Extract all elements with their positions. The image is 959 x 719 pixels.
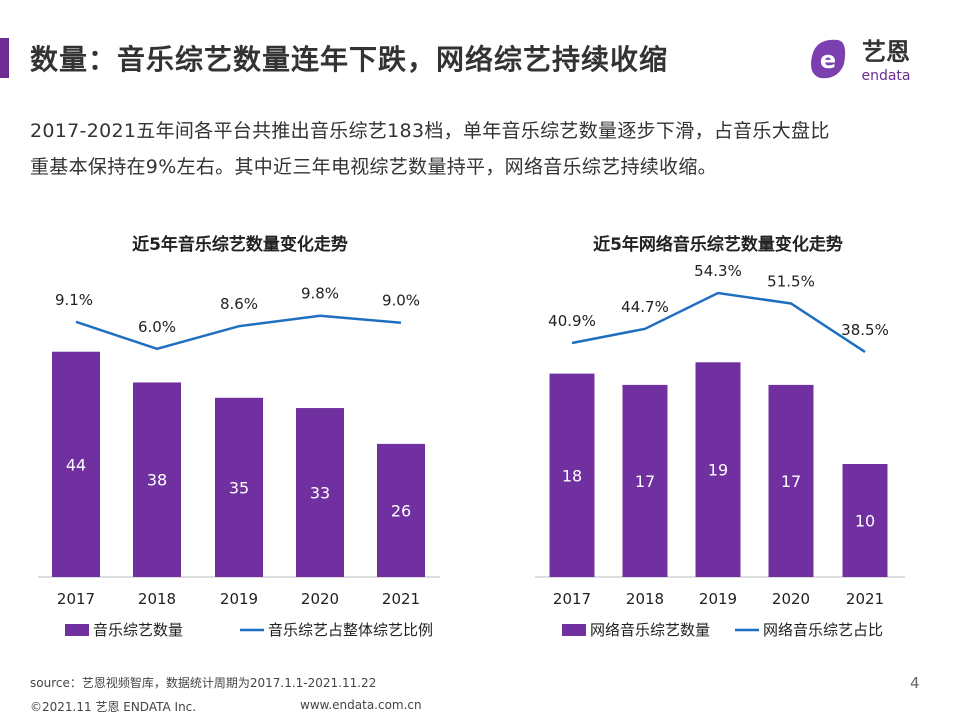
- line-series: [571, 291, 866, 353]
- x-tick-label: 2020: [772, 590, 810, 608]
- x-tick-label: 2021: [846, 590, 884, 608]
- x-tick-label: 2017: [553, 590, 591, 608]
- chart1-title: 近5年音乐综艺数量变化走势: [132, 235, 348, 255]
- bar-label: 18: [562, 466, 582, 485]
- bar-label: 35: [229, 478, 249, 497]
- summary-line-1: 2017-2021五年间各平台共推出音乐综艺183档，单年音乐综艺数量逐步下滑，…: [30, 120, 830, 142]
- line-point-label: 44.7%: [621, 298, 669, 316]
- legend-line-label: 音乐综艺占整体综艺比例: [268, 621, 433, 639]
- bar-label: 26: [391, 501, 411, 520]
- bar-label: 17: [635, 472, 655, 491]
- endata-logo: e 艺恩 endata: [811, 38, 911, 84]
- summary-line-2: 重基本保持在9%左右。其中近三年电视综艺数量持平，网络音乐综艺持续收缩。: [30, 156, 717, 178]
- legend-bar-label: 音乐综艺数量: [93, 621, 183, 639]
- line-point-label: 9.8%: [301, 285, 339, 303]
- page-title: 数量：音乐综艺数量连年下跌，网络综艺持续收缩: [30, 43, 669, 76]
- copyright: ©2021.11 艺恩 ENDATA Inc.: [30, 700, 197, 714]
- bar-label: 33: [310, 484, 330, 503]
- svg-text:endata: endata: [861, 68, 910, 84]
- bar: [768, 384, 814, 577]
- x-tick-label: 2020: [301, 590, 339, 608]
- x-tick-label: 2018: [626, 590, 664, 608]
- x-tick-label: 2019: [699, 590, 737, 608]
- page-number: 4: [910, 674, 920, 692]
- legend-bar-swatch: [65, 624, 89, 636]
- x-tick-label: 2017: [57, 590, 95, 608]
- bar-label: 44: [66, 455, 86, 474]
- line-point-label: 38.5%: [841, 321, 889, 339]
- bar: [52, 351, 100, 577]
- title-accent-bar: [0, 38, 9, 78]
- bar: [695, 362, 741, 577]
- bar-label: 19: [708, 461, 728, 480]
- line-point-label: 54.3%: [694, 262, 742, 280]
- bar: [842, 464, 888, 577]
- line-point-label: 9.0%: [382, 292, 420, 310]
- bar: [296, 408, 344, 577]
- line-point-label: 8.6%: [220, 295, 258, 313]
- website-link[interactable]: www.endata.com.cn: [300, 698, 422, 712]
- source-note: source：艺恩视频智库，数据统计周期为2017.1.1-2021.11.22: [30, 676, 377, 690]
- svg-text:艺恩: 艺恩: [862, 38, 910, 66]
- line-series: [75, 314, 402, 351]
- line-point-label: 51.5%: [767, 272, 815, 290]
- bar-label: 17: [781, 472, 801, 491]
- bar-label: 38: [147, 471, 167, 490]
- line-point-label: 40.9%: [548, 312, 596, 330]
- legend-line-label: 网络音乐综艺占比: [763, 621, 883, 639]
- bar: [549, 373, 595, 577]
- bar: [133, 382, 181, 577]
- bar: [377, 443, 425, 577]
- legend-bar-swatch: [562, 624, 586, 636]
- line-point-label: 6.0%: [138, 318, 176, 336]
- x-tick-label: 2019: [220, 590, 258, 608]
- bar: [622, 384, 668, 577]
- svg-text:e: e: [820, 46, 836, 74]
- legend-bar-label: 网络音乐综艺数量: [590, 621, 710, 639]
- x-tick-label: 2018: [138, 590, 176, 608]
- chart2-title: 近5年网络音乐综艺数量变化走势: [593, 235, 843, 255]
- bar-label: 10: [855, 512, 875, 531]
- x-tick-label: 2021: [382, 590, 420, 608]
- bar: [215, 397, 263, 577]
- line-point-label: 9.1%: [55, 291, 93, 309]
